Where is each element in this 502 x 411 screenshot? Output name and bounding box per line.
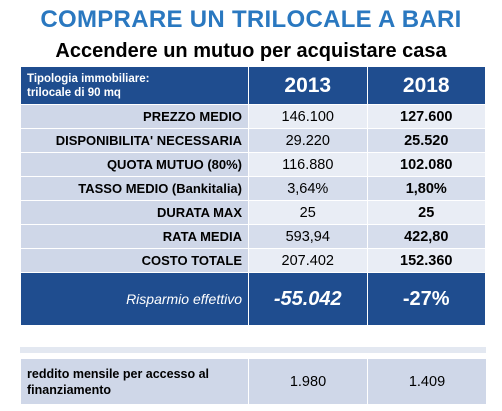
value-2018: 25 <box>366 200 486 225</box>
value-2018: 25.520 <box>366 128 486 153</box>
value-2018: 102.080 <box>366 152 486 177</box>
typology-line2: trilocale di 90 mq <box>27 86 121 99</box>
income-label: reddito mensile per accesso al finanziam… <box>20 358 249 405</box>
savings-label: Risparmio effettivo <box>20 272 249 326</box>
savings-row: Risparmio effettivo -55.042 -27% <box>20 272 486 326</box>
income-table: reddito mensile per accesso al finanziam… <box>20 358 487 405</box>
table-header-row: Tipologia immobiliare: trilocale di 90 m… <box>20 66 486 105</box>
income-label-line1: reddito mensile per accesso al <box>27 366 210 381</box>
value-2013: 207.402 <box>248 248 368 273</box>
income-row: reddito mensile per accesso al finanziam… <box>20 358 487 405</box>
value-2013: 593,94 <box>248 224 368 249</box>
income-label-line2: finanziamento <box>27 382 112 397</box>
table-row: RATA MEDIA 593,94 422,80 <box>20 224 486 249</box>
table-row: TASSO MEDIO (Bankitalia) 3,64% 1,80% <box>20 176 486 201</box>
value-2018: 422,80 <box>366 224 486 249</box>
row-label: TASSO MEDIO (Bankitalia) <box>20 176 249 201</box>
income-2013: 1.980 <box>248 358 368 405</box>
table-row: PREZZO MEDIO 146.100 127.600 <box>20 104 486 129</box>
row-label: PREZZO MEDIO <box>20 104 249 129</box>
value-2013: 25 <box>248 200 368 225</box>
row-label: QUOTA MUTUO (80%) <box>20 152 249 177</box>
typology-line1: Tipologia immobiliare: <box>27 72 150 85</box>
table-row: DURATA MAX 25 25 <box>20 200 486 225</box>
value-2018: 1,80% <box>366 176 486 201</box>
page-subtitle: Accendere un mutuo per acquistare casa <box>55 40 447 62</box>
savings-value: -55.042 <box>248 272 368 326</box>
value-2018: 127.600 <box>366 104 486 129</box>
value-2013: 146.100 <box>248 104 368 129</box>
mortgage-comparison-table: Tipologia immobiliare: trilocale di 90 m… <box>20 66 486 326</box>
table-separator <box>20 347 486 353</box>
row-label: DISPONIBILITA' NECESSARIA <box>20 128 249 153</box>
income-2018: 1.409 <box>367 358 487 405</box>
savings-percent: -27% <box>366 272 486 326</box>
value-2013: 3,64% <box>248 176 368 201</box>
value-2018: 152.360 <box>366 248 486 273</box>
row-label: DURATA MAX <box>20 200 249 225</box>
table-row: QUOTA MUTUO (80%) 116.880 102.080 <box>20 152 486 177</box>
header-year-2018: 2018 <box>366 66 486 105</box>
table-row: DISPONIBILITA' NECESSARIA 29.220 25.520 <box>20 128 486 153</box>
value-2013: 116.880 <box>248 152 368 177</box>
row-label: COSTO TOTALE <box>20 248 249 273</box>
table-row: COSTO TOTALE 207.402 152.360 <box>20 248 486 273</box>
header-typology-label: Tipologia immobiliare: trilocale di 90 m… <box>20 66 249 105</box>
header-year-2013: 2013 <box>248 66 368 105</box>
value-2013: 29.220 <box>248 128 368 153</box>
row-label: RATA MEDIA <box>20 224 249 249</box>
page-title: COMPRARE UN TRILOCALE A BARI <box>40 6 462 33</box>
